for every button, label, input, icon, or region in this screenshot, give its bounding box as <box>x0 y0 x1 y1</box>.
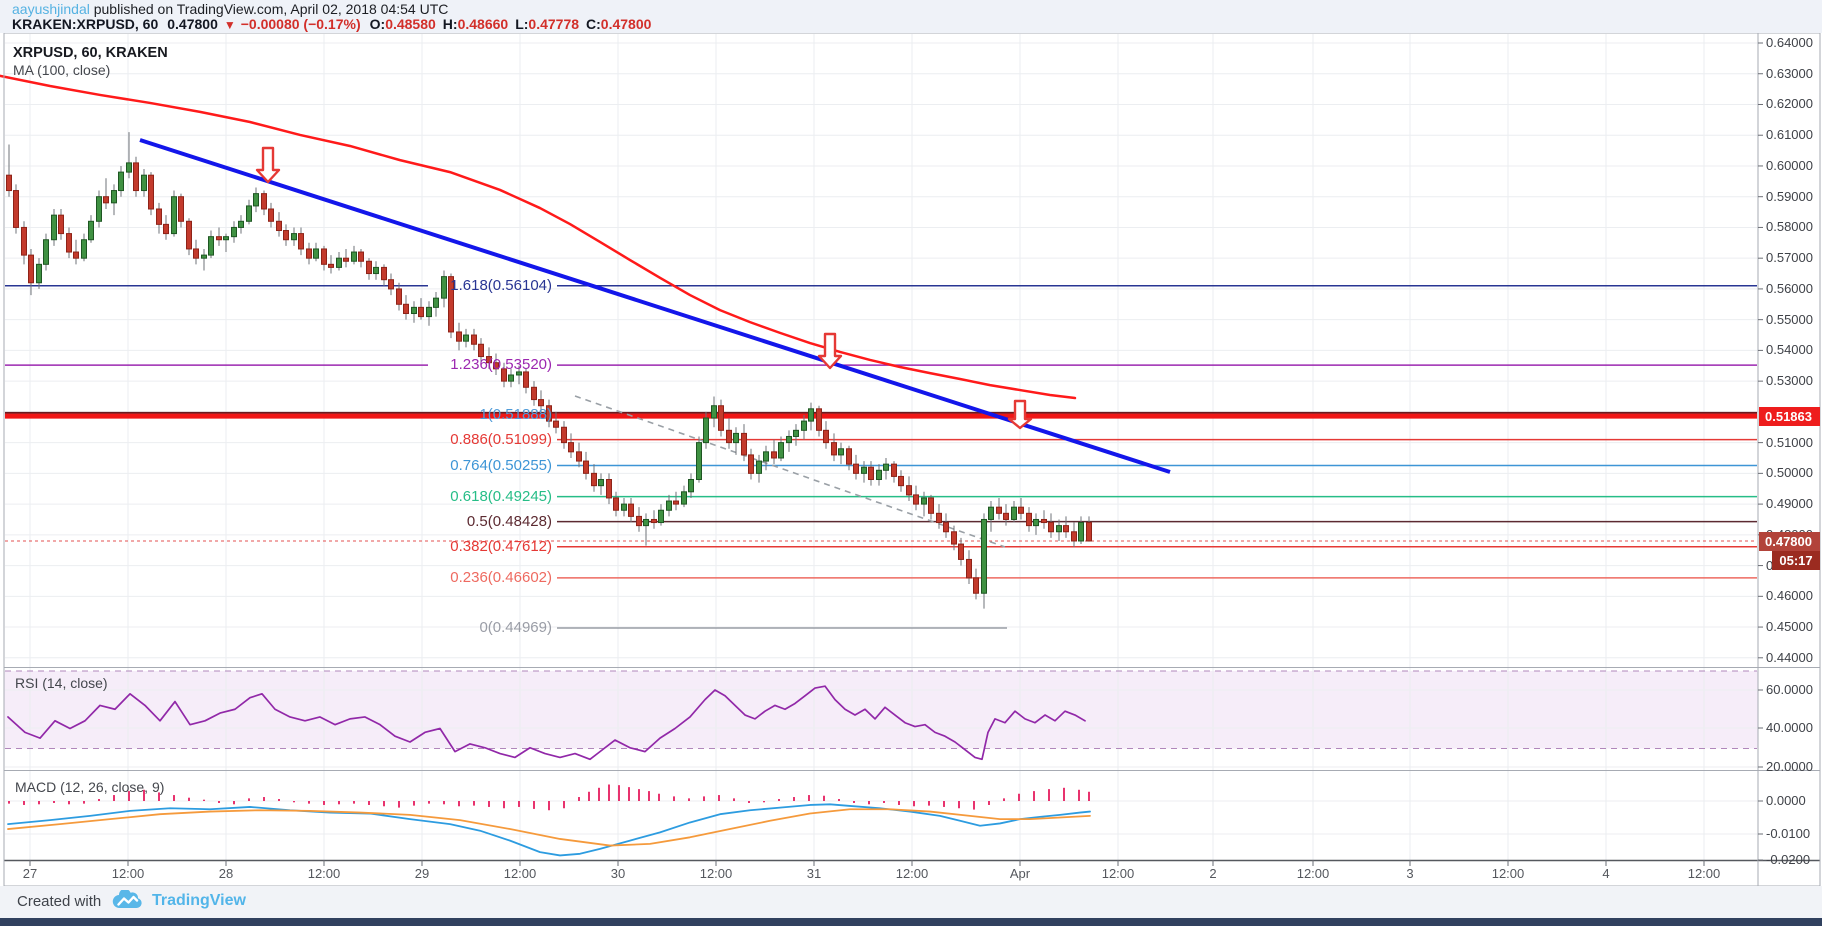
fib-level-label: 1.618(0.56104) <box>450 276 552 294</box>
time-axis-label: 12:00 <box>1491 866 1525 881</box>
high-value: 0.48660 <box>457 16 509 32</box>
low-value: 0.47778 <box>528 16 580 32</box>
open-value: 0.48580 <box>385 16 436 32</box>
main-pane-title: XRPUSD, 60, KRAKEN <box>13 45 168 61</box>
price-axis-label: 0.53000 <box>1766 373 1813 389</box>
time-axis-label: 12:00 <box>895 866 929 881</box>
price-axis-label: 0.55000 <box>1766 311 1813 327</box>
time-axis-label: 12:00 <box>111 866 145 881</box>
direction-down-icon: ▼ <box>223 18 236 32</box>
snapshot-header: aayushjindal published on TradingView.co… <box>0 0 1822 33</box>
rsi-axis-label: 40.0000 <box>1766 720 1813 735</box>
last-price: 0.47800 <box>167 16 218 32</box>
hline-price-badge: 0.51863 <box>1759 407 1820 426</box>
open-label: O: <box>369 16 386 32</box>
price-axis-label: 0.61000 <box>1766 127 1813 143</box>
tradingview-link[interactable]: TradingView <box>152 892 246 909</box>
price-axis-label: 0.50000 <box>1766 465 1813 481</box>
fib-level-label: 0.764(0.50255) <box>450 456 552 474</box>
time-axis-label: 12:00 <box>1101 866 1135 881</box>
symbol-name: KRAKEN:XRPUSD, 60 <box>12 16 159 32</box>
fib-level-label: 0.5(0.48428) <box>466 512 552 530</box>
time-axis-label: 12:00 <box>307 866 341 881</box>
time-axis-label: 12:00 <box>699 866 733 881</box>
price-axis-label: 0.57000 <box>1766 250 1813 266</box>
publish-text: published on TradingView.com, April 02, … <box>89 1 449 17</box>
macd-pane-title: MACD (12, 26, close, 9) <box>15 779 165 795</box>
symbol-info-bar: KRAKEN:XRPUSD, 60 0.47800 ▼ −0.00080 (−0.17… <box>12 16 651 32</box>
ma-study-label: MA (100, close) <box>13 62 111 78</box>
price-axis-label: 0.51000 <box>1766 434 1813 450</box>
author-link[interactable]: aayushjindal <box>12 1 90 17</box>
rsi-axis-label: 60.0000 <box>1766 682 1813 697</box>
price-axis-label: 0.46000 <box>1766 588 1813 604</box>
price-axis-label: 0.58000 <box>1766 219 1813 235</box>
time-axis-label: 30 <box>610 866 626 881</box>
macd-axis-label: -0.0100 <box>1766 826 1811 841</box>
snapshot-footer: Created with TradingView <box>0 886 1822 918</box>
price-axis-label: 0.44000 <box>1766 649 1813 665</box>
fib-level-label: 1(0.51888) <box>479 406 552 424</box>
time-axis-label: Apr <box>1009 866 1031 881</box>
rsi-pane-title: RSI (14, close) <box>15 675 108 691</box>
last-price-badge: 0.47800 <box>1759 532 1820 551</box>
fib-level-label: 0.236(0.46602) <box>450 568 552 586</box>
price-axis-label: 0.62000 <box>1766 96 1813 112</box>
rsi-axis-label: 20.0000 <box>1766 759 1813 774</box>
tradingview-logo-icon[interactable] <box>112 888 144 917</box>
macd-axis-label: 0.0000 <box>1766 793 1806 808</box>
time-axis-label: 2 <box>1209 866 1217 881</box>
price-axis-label: 0.56000 <box>1766 280 1813 296</box>
price-axis-label: 0.59000 <box>1766 188 1813 204</box>
price-axis-label: 0.45000 <box>1766 619 1813 635</box>
time-axis-label: 4 <box>1602 866 1610 881</box>
price-change: −0.00080 (−0.17%) <box>240 16 361 32</box>
fib-level-label: 0(0.44969) <box>479 619 552 636</box>
time-axis-label: 12:00 <box>503 866 537 881</box>
bottom-bar <box>0 918 1822 926</box>
time-axis-label: 28 <box>218 866 234 881</box>
low-label: L: <box>515 16 529 32</box>
fib-level-label: 0.886(0.51099) <box>450 430 552 448</box>
bar-countdown-badge: 05:17 <box>1772 551 1820 570</box>
price-axis-label: 0.49000 <box>1766 496 1813 512</box>
time-axis-label: 31 <box>806 866 822 881</box>
fib-level-label: 1.236(0.53520) <box>450 356 552 374</box>
publish-info: aayushjindal published on TradingView.co… <box>12 1 448 17</box>
close-label: C: <box>586 16 601 32</box>
time-axis-label: 12:00 <box>1296 866 1330 881</box>
price-axis-label: 0.60000 <box>1766 157 1813 173</box>
time-axis-label: 29 <box>414 866 430 881</box>
fib-level-label: 0.618(0.49245) <box>450 487 552 505</box>
high-label: H: <box>442 16 458 32</box>
close-value: 0.47800 <box>600 16 652 32</box>
created-with-label: Created with <box>17 893 102 910</box>
macd-axis-label: -0.0200 <box>1766 852 1811 867</box>
price-axis-label: 0.54000 <box>1766 342 1813 358</box>
time-axis-label: 3 <box>1406 866 1414 881</box>
time-axis-label: 12:00 <box>1687 866 1721 881</box>
time-axis-label: 27 <box>22 866 38 881</box>
fib-level-label: 0.382(0.47612) <box>450 537 552 555</box>
price-axis-label: 0.63000 <box>1766 65 1813 81</box>
price-axis-label: 0.64000 <box>1766 35 1813 50</box>
